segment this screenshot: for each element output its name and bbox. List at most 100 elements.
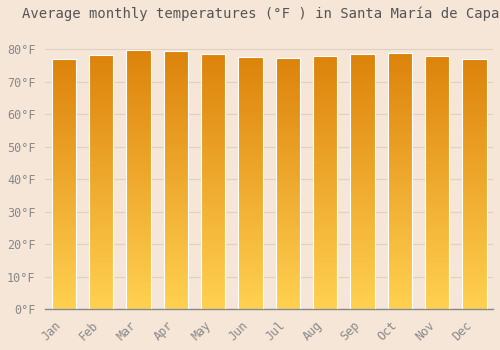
Bar: [52, 289, 76, 292]
Bar: [238, 165, 262, 168]
Bar: [201, 245, 226, 248]
Bar: [164, 51, 188, 309]
Bar: [89, 192, 114, 195]
Bar: [462, 72, 486, 75]
Bar: [425, 187, 449, 190]
Bar: [350, 304, 374, 307]
Bar: [425, 73, 449, 76]
Bar: [238, 281, 262, 284]
Bar: [425, 236, 449, 238]
Bar: [276, 124, 300, 126]
Bar: [52, 239, 76, 241]
Bar: [201, 166, 226, 169]
Bar: [388, 161, 412, 163]
Bar: [425, 266, 449, 268]
Bar: [388, 171, 412, 173]
Bar: [126, 187, 150, 190]
Bar: [52, 276, 76, 279]
Bar: [313, 251, 337, 253]
Bar: [462, 232, 486, 234]
Bar: [201, 273, 226, 276]
Bar: [388, 63, 412, 66]
Bar: [425, 299, 449, 301]
Bar: [276, 106, 300, 108]
Bar: [238, 59, 262, 62]
Bar: [276, 209, 300, 211]
Bar: [201, 82, 226, 84]
Bar: [164, 299, 188, 301]
Bar: [313, 256, 337, 258]
Bar: [238, 110, 262, 112]
Bar: [388, 122, 412, 125]
Bar: [238, 241, 262, 243]
Bar: [126, 224, 150, 226]
Bar: [462, 60, 486, 62]
Bar: [52, 246, 76, 249]
Bar: [52, 202, 76, 204]
Bar: [388, 271, 412, 273]
Bar: [462, 224, 486, 227]
Bar: [462, 261, 486, 264]
Bar: [126, 286, 150, 288]
Bar: [238, 87, 262, 89]
Bar: [201, 299, 226, 301]
Bar: [52, 296, 76, 299]
Bar: [164, 301, 188, 304]
Bar: [276, 58, 300, 61]
Bar: [52, 169, 76, 171]
Bar: [201, 71, 226, 74]
Bar: [238, 304, 262, 307]
Bar: [126, 117, 150, 120]
Bar: [350, 159, 374, 161]
Bar: [462, 244, 486, 247]
Bar: [388, 173, 412, 176]
Bar: [52, 76, 76, 79]
Bar: [313, 99, 337, 102]
Bar: [164, 252, 188, 255]
Bar: [425, 218, 449, 220]
Bar: [126, 265, 150, 268]
Bar: [238, 84, 262, 87]
Bar: [52, 109, 76, 111]
Bar: [462, 89, 486, 92]
Bar: [425, 134, 449, 136]
Bar: [52, 237, 76, 239]
Bar: [89, 177, 114, 180]
Bar: [425, 261, 449, 264]
Bar: [89, 307, 114, 309]
Bar: [201, 176, 226, 179]
Bar: [126, 291, 150, 294]
Bar: [52, 141, 76, 144]
Bar: [350, 135, 374, 138]
Bar: [89, 58, 114, 60]
Bar: [126, 278, 150, 281]
Bar: [313, 58, 337, 61]
Bar: [313, 307, 337, 309]
Bar: [462, 147, 486, 149]
Bar: [89, 101, 114, 104]
Bar: [388, 148, 412, 150]
Bar: [313, 71, 337, 74]
Bar: [388, 56, 412, 58]
Bar: [276, 86, 300, 88]
Bar: [388, 266, 412, 268]
Bar: [425, 117, 449, 119]
Bar: [238, 198, 262, 201]
Bar: [52, 114, 76, 116]
Bar: [126, 74, 150, 76]
Bar: [425, 238, 449, 240]
Bar: [350, 204, 374, 207]
Bar: [126, 250, 150, 252]
Bar: [462, 184, 486, 187]
Bar: [164, 95, 188, 98]
Bar: [462, 252, 486, 254]
Bar: [89, 251, 114, 253]
Bar: [425, 164, 449, 167]
Bar: [201, 307, 226, 309]
Bar: [276, 219, 300, 221]
Bar: [164, 186, 188, 188]
Bar: [313, 170, 337, 172]
Bar: [350, 72, 374, 74]
Bar: [425, 119, 449, 121]
Bar: [462, 159, 486, 162]
